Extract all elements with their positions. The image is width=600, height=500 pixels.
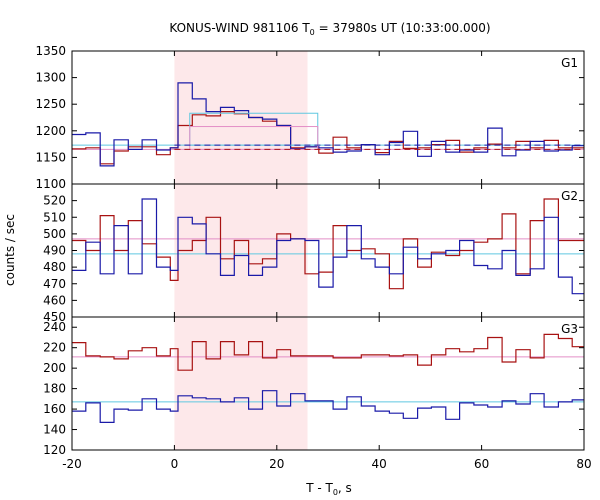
panel-g3-label: G3 (561, 322, 578, 336)
panel-g1-blue-series (72, 82, 584, 167)
panel-g1-red-excess-box (189, 126, 319, 150)
panel-g1-frame (71, 50, 585, 185)
panel-g2-y-tick-label: 520 (43, 194, 66, 208)
panel-g1-red-series (72, 111, 584, 165)
panel-g2-y-tick-label: 460 (43, 293, 66, 307)
panel-g3-y-tick-label: 140 (43, 423, 66, 437)
y-axis-label: counts / sec (3, 214, 17, 286)
panel-g1-y-tick-label: 1250 (35, 97, 66, 111)
panel-g3-data (72, 333, 584, 423)
x-tick-label: 20 (269, 457, 284, 471)
x-tick-label: 80 (576, 457, 591, 471)
panel-g1-shaded-interval (174, 51, 308, 184)
x-tick-label: 40 (372, 457, 387, 471)
x-axis-label: T - T0, s (305, 481, 352, 497)
panel-g3-y-tick-label: 220 (43, 341, 66, 355)
panel-g3-y-tick-label: 180 (43, 382, 66, 396)
panel-g3-red-series (72, 333, 584, 371)
panel-g3-y-tick-label: 240 (43, 320, 66, 334)
panel-g2-y-tick-label: 470 (43, 277, 66, 291)
axes-layer: 110011501200125013001350G145046047048049… (35, 44, 591, 471)
x-tick-label: -20 (62, 457, 82, 471)
panel-g2-red-series (72, 198, 584, 290)
burst-interval-shading (174, 51, 308, 450)
panel-g2-y-tick-label: 450 (43, 310, 66, 324)
chart-title: KONUS-WIND 981106 T0 = 37980s UT (10:33:… (169, 21, 490, 37)
panel-g3-frame (71, 316, 585, 451)
panel-g1-data (72, 82, 584, 167)
panel-g3-y-tick-label: 120 (43, 443, 66, 457)
panel-g2-blue-series (72, 198, 584, 295)
panel-g1-y-tick-label: 1100 (35, 177, 66, 191)
panel-g2-y-tick-label: 480 (43, 260, 66, 274)
panel-g1-y-tick-label: 1350 (35, 44, 66, 58)
panel-g1-y-tick-label: 1200 (35, 124, 66, 138)
panel-g2-y-tick-label: 510 (43, 210, 66, 224)
panel-g1-y-tick-label: 1150 (35, 150, 66, 164)
panel-g1-y-tick-label: 1300 (35, 71, 66, 85)
data-series-layer (72, 82, 584, 423)
panel-g3-y-tick-label: 200 (43, 361, 66, 375)
panel-g3-blue-series (72, 390, 584, 423)
panel-g2-data (72, 198, 584, 295)
panel-g2-y-tick-label: 490 (43, 244, 66, 258)
x-tick-label: 0 (171, 457, 179, 471)
panel-g3-y-tick-label: 160 (43, 402, 66, 416)
panel-g2-label: G2 (561, 189, 578, 203)
panel-g1-label: G1 (561, 56, 578, 70)
panel-g2-shaded-interval (174, 184, 308, 317)
panel-g2-y-tick-label: 500 (43, 227, 66, 241)
panel-g3-shaded-interval (174, 317, 308, 450)
x-tick-label: 60 (474, 457, 489, 471)
